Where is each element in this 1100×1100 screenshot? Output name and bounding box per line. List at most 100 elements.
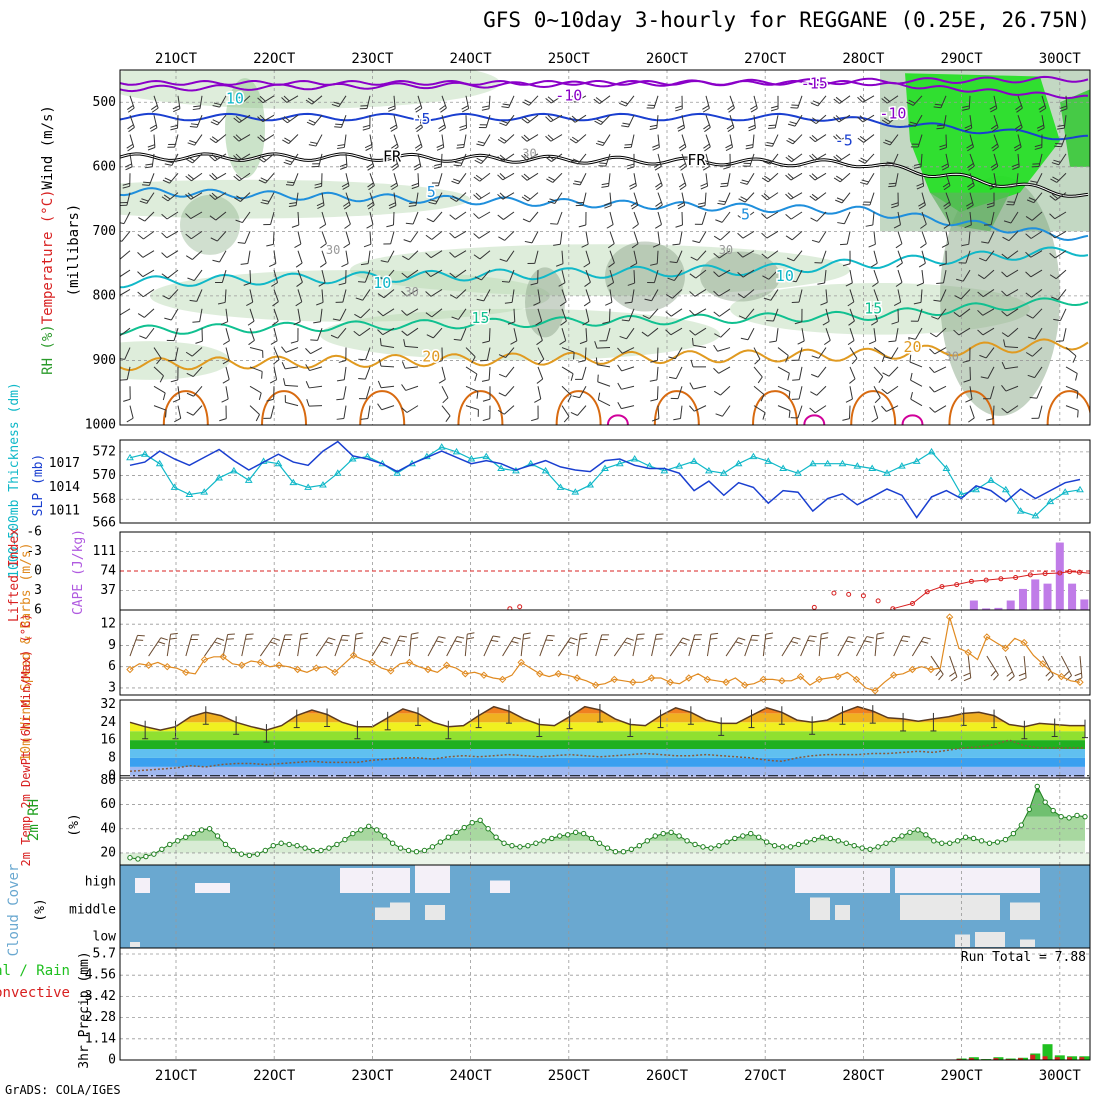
- wind-barb-flag: [222, 340, 230, 345]
- wind-barb: [609, 269, 615, 283]
- wind-barb-flag: [523, 173, 530, 180]
- wind-barb: [729, 115, 735, 128]
- y-tick-label-right: 1014: [49, 480, 80, 495]
- rh-point: [183, 834, 189, 840]
- wind-barb: [249, 308, 255, 322]
- wind-barb-flag: [1002, 236, 1010, 242]
- wind-barb-flag: [980, 376, 989, 379]
- wind-barb-flag: [481, 379, 490, 382]
- wind-barb-flag: [941, 243, 949, 248]
- wind-barb: [577, 405, 587, 416]
- wind-barb-flag: [963, 677, 971, 682]
- wind-speed-point: [293, 665, 302, 674]
- wind-barb-flag: [961, 243, 969, 247]
- wind-barb: [917, 134, 923, 148]
- wind-barb: [144, 211, 155, 222]
- wind-barb: [240, 95, 251, 106]
- wind-barb-flag: [145, 163, 153, 166]
- isotherm-line: [120, 112, 1089, 141]
- wind-barb-flag: [474, 159, 482, 164]
- wind-barb-flag: [811, 373, 819, 378]
- wind-barb: [432, 327, 443, 339]
- wind-barb: [338, 95, 347, 107]
- wind-barb-flag: [1025, 271, 1032, 278]
- wind-barb: [240, 192, 251, 202]
- wind-barb-flag: [860, 181, 868, 185]
- wind-barb: [483, 289, 491, 302]
- wind-barb: [1010, 211, 1019, 224]
- freezing-line-inner: [120, 153, 1089, 197]
- wind-barb: [596, 347, 611, 349]
- lifted-index-point: [910, 601, 915, 606]
- wind-barb-flag: [1030, 180, 1038, 183]
- wind-barb: [773, 308, 779, 322]
- wind-barb-flag: [636, 638, 644, 640]
- wind-barb-flag: [991, 127, 999, 133]
- wind-barb-flag: [380, 260, 388, 263]
- wind-barb-flag: [979, 354, 987, 359]
- wind-barb-flag: [341, 263, 349, 268]
- wind-barb: [1065, 347, 1077, 357]
- wind-barb: [649, 308, 659, 319]
- wind-barb-flag: [1001, 310, 1008, 317]
- wind-barb-flag: [1049, 213, 1056, 220]
- wind-barb-flag: [822, 320, 830, 326]
- wind-barb-flag: [335, 123, 343, 126]
- y-tick-label: 0: [108, 1053, 116, 1068]
- wind-barb-flag: [713, 290, 720, 297]
- wind-barb-flag: [560, 320, 567, 326]
- lifted-index-point: [811, 604, 817, 610]
- wind-barb: [367, 250, 371, 264]
- wind-barb-flag: [656, 204, 663, 210]
- temp-band: [130, 722, 1085, 732]
- y-tick-label: 20: [100, 845, 116, 860]
- wind-barb-flag: [1001, 407, 1008, 414]
- wind-barb-flag: [137, 234, 144, 240]
- wind-barb-flag: [968, 165, 975, 171]
- wind-barb: [345, 231, 351, 244]
- wind-barb-flag: [128, 127, 135, 133]
- wind-barb-flag: [738, 637, 746, 641]
- wind-barb: [554, 192, 563, 204]
- wind-barb: [267, 192, 275, 205]
- wind-barb: [558, 637, 571, 657]
- rh-point: [206, 826, 213, 832]
- wind-barb-flag: [820, 637, 829, 640]
- wind-barb: [526, 172, 539, 181]
- wind-barb: [814, 405, 827, 414]
- wind-barb-flag: [835, 96, 843, 103]
- isotherm-line: [120, 338, 1089, 372]
- wind-barb: [1033, 192, 1043, 204]
- wind-barb-flag: [883, 96, 890, 102]
- wind-barb: [775, 328, 779, 342]
- wind-barb: [343, 134, 347, 148]
- wind-barb-flag: [608, 262, 615, 268]
- wind-barb: [742, 269, 755, 278]
- wind-barb-flag: [170, 632, 178, 635]
- wind-barb-flag: [410, 637, 419, 640]
- rh-point: [350, 830, 356, 837]
- wind-barb: [342, 289, 347, 303]
- cloud-cell: [795, 868, 890, 893]
- wind-speed-point: [163, 662, 171, 671]
- wind-barb: [441, 366, 446, 380]
- thickness-point: [348, 454, 357, 462]
- wind-barb-flag: [652, 243, 660, 248]
- wind-barb-flag: [726, 124, 734, 130]
- wind-barb-flag: [1059, 105, 1067, 109]
- wind-barb-flag: [235, 134, 242, 141]
- thickness-point: [155, 459, 164, 467]
- wind-barb-flag: [713, 367, 720, 374]
- y-tick-label-left: 3: [34, 583, 42, 598]
- wind-barb: [527, 192, 539, 202]
- wind-barb: [321, 250, 327, 264]
- wind-barb-flag: [426, 218, 434, 223]
- wind-barb-flag: [629, 185, 637, 190]
- wind-barb-flag: [137, 271, 144, 278]
- thickness-point: [437, 443, 446, 450]
- wind-barb-flag: [162, 179, 170, 184]
- rh-point: [970, 835, 977, 842]
- wind-barb-flag: [269, 379, 277, 384]
- wind-barb: [794, 114, 803, 127]
